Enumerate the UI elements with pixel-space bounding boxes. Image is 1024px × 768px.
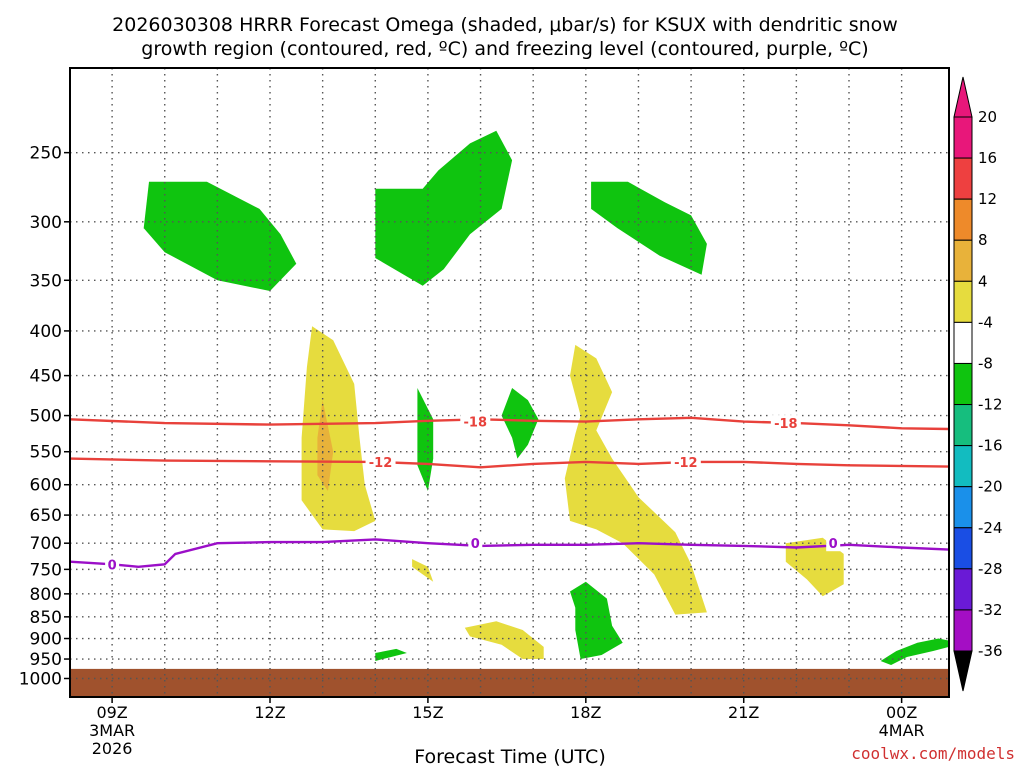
credit-text: coolwx.com/models xyxy=(851,744,1015,763)
contour-label-bg xyxy=(770,415,801,432)
contour-label: -12 xyxy=(369,456,393,471)
colorbar-label: -24 xyxy=(978,519,1003,537)
colorbar-swatch xyxy=(953,198,973,241)
omega-region xyxy=(591,181,707,275)
omega-region xyxy=(501,388,539,459)
contour-label: 0 xyxy=(108,558,117,573)
omega-region xyxy=(375,130,513,286)
colorbar-label: 20 xyxy=(978,108,997,126)
dgz-contour xyxy=(69,416,950,431)
y-tick-label: 450 xyxy=(30,367,62,387)
omega-region xyxy=(785,537,844,597)
y-tick-label: 1000 xyxy=(19,669,62,689)
omega-region xyxy=(301,326,376,532)
x-tick-label: 18Z xyxy=(570,703,601,722)
colorbar-label: -28 xyxy=(978,560,1003,578)
ground-fill xyxy=(70,668,949,697)
x-tick-label: 00Z xyxy=(886,703,917,722)
omega-region xyxy=(143,181,297,291)
y-tick-label: 650 xyxy=(30,506,62,526)
colorbar-swatch xyxy=(953,157,973,200)
omega-region xyxy=(570,581,623,659)
colorbar-swatch xyxy=(953,321,973,364)
contour-label-bg xyxy=(670,453,701,470)
y-tick-label: 350 xyxy=(30,271,62,291)
omega-region xyxy=(412,559,434,582)
y-axis-ticks: 2503003504004505005506006507007508008509… xyxy=(19,144,70,689)
colorbar-swatch xyxy=(953,445,973,488)
colorbar-label: -20 xyxy=(978,478,1003,496)
colorbar-label: 4 xyxy=(978,272,988,290)
x-tick-date: 4MAR xyxy=(879,721,925,740)
colorbar-swatch xyxy=(953,280,973,323)
colorbar-label: -36 xyxy=(978,642,1003,660)
x-tick-label: 15Z xyxy=(412,703,443,722)
y-tick-label: 250 xyxy=(30,144,62,164)
contour-label: -12 xyxy=(674,456,698,471)
y-tick-label: 500 xyxy=(30,407,62,427)
colorbar-label: -4 xyxy=(978,313,993,331)
colorbar-label: -16 xyxy=(978,437,1003,455)
colorbar-swatch xyxy=(953,239,973,282)
y-tick-label: 600 xyxy=(30,476,62,496)
y-tick-label: 700 xyxy=(30,534,62,554)
plot-frame xyxy=(69,67,950,698)
chart-title-line2: growth region (contoured, red, ºC) and f… xyxy=(141,38,868,60)
colorbar: 20 16 12 8 4 -4 -8 -12 -16 -20 -24 -28 -32 -36 xyxy=(953,76,1003,692)
colorbar-bottom-triangle xyxy=(953,650,973,692)
contour-label: 0 xyxy=(471,537,480,552)
chart-title-line1: 2026030308 HRRR Forecast Omega (shaded, … xyxy=(112,14,898,36)
colorbar-label: -8 xyxy=(978,354,993,372)
contour-label-bg xyxy=(460,413,491,430)
colorbar-swatch xyxy=(953,404,973,447)
x-axis-label: Forecast Time (UTC) xyxy=(414,746,605,768)
colorbar-label: 12 xyxy=(978,190,997,208)
x-tick-date: 3MAR xyxy=(89,721,135,740)
colorbar-top-triangle xyxy=(953,76,973,118)
y-tick-label: 800 xyxy=(30,585,62,605)
colorbar-swatch xyxy=(953,116,973,159)
x-tick-label: 12Z xyxy=(254,703,285,722)
omega-region xyxy=(375,648,407,661)
colorbar-swatch xyxy=(953,527,973,570)
y-tick-label: 550 xyxy=(30,443,62,463)
freezing-level-contour xyxy=(69,538,950,569)
colorbar-swatch xyxy=(953,362,973,406)
x-tick-label: 21Z xyxy=(728,703,759,722)
colorbar-label: -12 xyxy=(978,396,1003,414)
contour-label-bg xyxy=(826,535,841,552)
plot-area: -18 -18 -12 -12 0 0 0 xyxy=(69,67,950,698)
y-tick-label: 300 xyxy=(30,213,62,233)
y-tick-label: 950 xyxy=(30,650,62,670)
dgz-contour xyxy=(69,457,950,469)
x-tick-year: 2026 xyxy=(92,739,133,758)
x-tick-label: 09Z xyxy=(96,703,127,722)
contour-label: 0 xyxy=(829,537,838,552)
contour-label: -18 xyxy=(774,417,798,432)
colorbar-swatch xyxy=(953,486,973,529)
plot-background xyxy=(70,68,949,697)
colorbar-label: 8 xyxy=(978,231,988,249)
colorbar-swatch xyxy=(953,609,973,652)
colorbar-swatch xyxy=(953,568,973,611)
omega-region xyxy=(564,344,707,615)
y-tick-label: 750 xyxy=(30,560,62,580)
colorbar-label: 16 xyxy=(978,149,997,167)
omega-region xyxy=(464,621,544,659)
colorbar-label: -32 xyxy=(978,601,1003,619)
y-tick-label: 850 xyxy=(30,608,62,628)
contour-label-bg xyxy=(365,453,396,470)
y-tick-label: 900 xyxy=(30,630,62,650)
y-tick-label: 400 xyxy=(30,322,62,342)
contour-label-bg xyxy=(105,556,120,573)
contour-label: -18 xyxy=(464,416,488,431)
contour-label-bg xyxy=(468,535,483,552)
omega-region xyxy=(880,638,949,665)
omega-region xyxy=(417,388,434,491)
